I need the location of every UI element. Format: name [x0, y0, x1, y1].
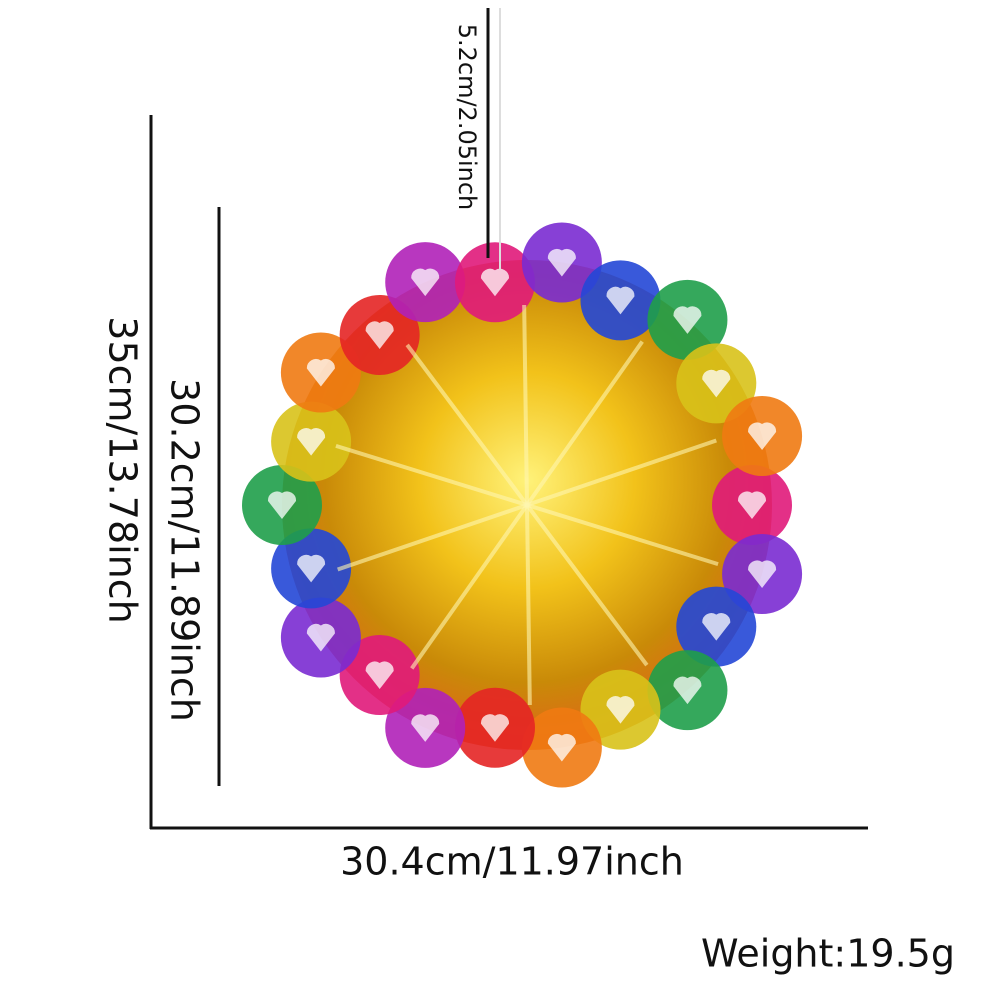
petal-heart	[547, 733, 576, 762]
petal-heart	[365, 321, 394, 349]
ball-height-label: 30.2cm/11.89inch	[163, 378, 207, 722]
petal-heart	[297, 428, 326, 456]
foil-fold	[525, 504, 532, 706]
weight-label: Weight:19.5g	[701, 932, 955, 976]
petal-heart	[306, 623, 335, 652]
petal-heart	[411, 268, 440, 297]
petal-heart	[673, 306, 702, 334]
foil-fold	[526, 503, 719, 567]
petal-heart	[606, 286, 635, 315]
petal-heart	[480, 268, 509, 297]
petal-heart	[547, 248, 576, 277]
petal-heart	[702, 369, 731, 398]
foil-ball	[242, 222, 803, 788]
petal-heart	[267, 491, 297, 519]
foil-fold	[405, 343, 529, 507]
petal-heart	[411, 714, 440, 742]
height-label: 35cm/13.78inch	[101, 316, 145, 623]
foil-fold	[522, 304, 529, 506]
foil-fold	[525, 340, 644, 507]
foil-fold	[525, 503, 649, 667]
petal-heart	[480, 714, 509, 742]
petal-heart	[702, 613, 731, 641]
petal-heart	[748, 422, 777, 450]
foil-fold	[410, 503, 529, 670]
petal-heart	[737, 491, 767, 519]
foil-fold	[335, 443, 528, 507]
foil-fold	[337, 503, 528, 572]
petal-heart	[748, 560, 777, 589]
petal-heart	[606, 696, 635, 724]
petal-heart	[297, 554, 326, 583]
petal-heart	[365, 661, 394, 690]
foil-fold	[526, 438, 717, 507]
hanger-label: 5.2cm/2.05inch	[453, 24, 481, 211]
petal-heart	[306, 359, 335, 387]
petal-heart	[673, 676, 702, 705]
width-label: 30.4cm/11.97inch	[340, 840, 684, 884]
